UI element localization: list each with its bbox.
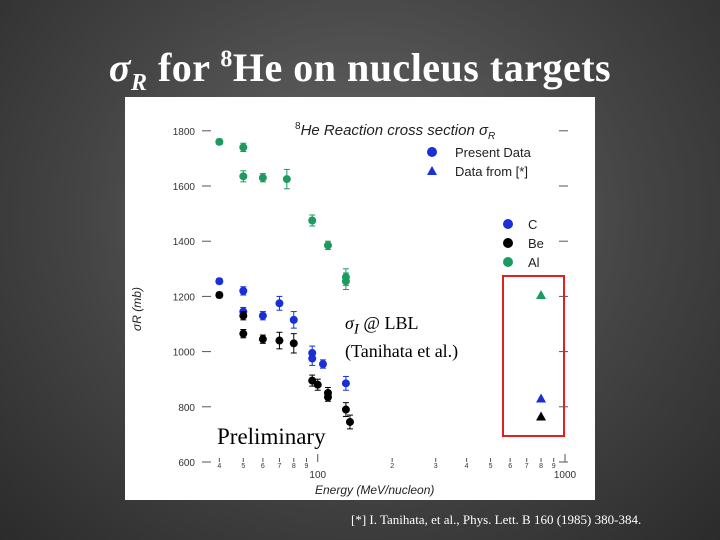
legend-circle-marker	[427, 147, 437, 157]
sigma-i-lab: @ LBL	[358, 313, 419, 333]
title-sigma: σ	[108, 45, 131, 90]
legend-target-marker	[503, 238, 513, 248]
data-point-triangle	[536, 290, 547, 300]
y-tick-label: 600	[178, 458, 195, 469]
data-point-circle	[275, 299, 284, 308]
y-axis-label: σR (mb)	[130, 287, 144, 331]
data-point-circle	[318, 360, 327, 369]
reference-annotation: (Tanihata et al.)	[345, 341, 459, 361]
data-point-circle	[308, 354, 317, 363]
data-point-circle	[239, 329, 248, 338]
chart-title: 8He Reaction cross section σR	[295, 121, 495, 142]
legend-target-marker	[503, 219, 513, 229]
x-minor-tick-label: 5	[241, 463, 245, 470]
y-tick-label: 1800	[173, 127, 196, 138]
x-major-tick-label: 1000	[554, 470, 577, 481]
data-point-circle	[341, 379, 350, 388]
data-point-circle	[345, 417, 354, 426]
title-sigma-subscript: R	[130, 70, 148, 96]
slide-title: σR for 8He on nucleus targets	[0, 44, 720, 97]
sigma-i-symbol: σ	[345, 313, 354, 333]
x-minor-tick-label: 8	[539, 463, 543, 470]
legend-target-label: Al	[528, 255, 540, 270]
x-minor-tick-label: 7	[525, 463, 529, 470]
cross-section-chart: 600 800 1000 1200 1400 1600 1800 4 5 6 7 8 9 2 3 4 5 6 7 8 9…	[130, 121, 577, 497]
data-point-circle	[215, 277, 224, 286]
title-text-rest: He on nucleus targets	[232, 45, 612, 90]
data-point-circle	[289, 339, 298, 348]
x-minor-tick-label: 6	[508, 463, 512, 470]
x-minor-tick-label: 8	[292, 463, 296, 470]
legend-label: Present Data	[455, 145, 532, 160]
y-tick-label: 1200	[173, 292, 196, 303]
data-point-triangle	[536, 411, 547, 421]
data-point-circle	[258, 173, 267, 182]
x-minor-tick-label: 9	[304, 463, 308, 470]
y-tick-label: 1000	[173, 348, 196, 359]
data-point-circle	[341, 405, 350, 414]
data-point-circle	[239, 143, 248, 152]
x-minor-tick-label: 9	[552, 463, 556, 470]
x-axis-label: Energy (MeV/nucleon)	[315, 483, 434, 497]
x-major-tick-label: 100	[309, 470, 326, 481]
data-point-circle	[308, 376, 317, 385]
data-point-circle	[289, 315, 298, 324]
x-minor-tick-label: 3	[434, 463, 438, 470]
legend-target-label: C	[528, 217, 537, 232]
chart-title-sub: R	[488, 131, 495, 142]
data-point-circle	[239, 286, 248, 295]
reference-footnote: [*] I. Tanihata, et al., Phys. Lett. B 1…	[351, 512, 642, 527]
data-point-triangle	[536, 393, 547, 403]
title-text-for: for	[147, 45, 221, 90]
chart-title-main: He Reaction cross section σ	[301, 122, 489, 139]
preliminary-label: Preliminary	[217, 424, 326, 449]
x-minor-tick-label: 5	[489, 463, 493, 470]
highlight-box	[502, 275, 565, 437]
data-point-circle	[239, 172, 248, 181]
x-minor-tick-label: 7	[277, 463, 281, 470]
data-point-circle	[258, 311, 267, 320]
legend-triangle-marker	[427, 166, 437, 175]
x-minor-tick-label: 2	[390, 463, 394, 470]
data-point-circle	[341, 277, 350, 286]
plot-panel: 600 800 1000 1200 1400 1600 1800 4 5 6 7 8 9 2 3 4 5 6 7 8 9…	[125, 97, 595, 500]
y-tick-label: 1600	[173, 182, 196, 193]
x-minor-tick-label: 4	[465, 463, 469, 470]
legend-target-marker	[503, 257, 513, 267]
data-point-circle	[239, 311, 248, 320]
sigma-i-annotation: σI @ LBL	[345, 313, 418, 339]
data-point-circle	[282, 175, 291, 184]
legend-label: Data from [*]	[455, 164, 528, 179]
y-tick-label: 800	[178, 403, 195, 414]
data-point-circle	[215, 291, 224, 300]
x-minor-tick-label: 6	[261, 463, 265, 470]
y-tick-label: 1400	[173, 237, 196, 248]
chart-title-sup: 8	[295, 121, 301, 132]
data-point-circle	[313, 380, 322, 389]
data-point-circle	[323, 241, 332, 250]
sigma-i-subscript: I	[353, 321, 359, 338]
data-point-circle	[215, 137, 224, 146]
legend-target-label: Be	[528, 236, 544, 251]
x-minor-tick-label: 4	[217, 463, 221, 470]
data-point-circle	[258, 335, 267, 344]
title-mass-number: 8	[220, 46, 233, 73]
data-point-circle	[275, 336, 284, 345]
data-point-circle	[323, 393, 332, 402]
data-point-circle	[308, 216, 317, 225]
